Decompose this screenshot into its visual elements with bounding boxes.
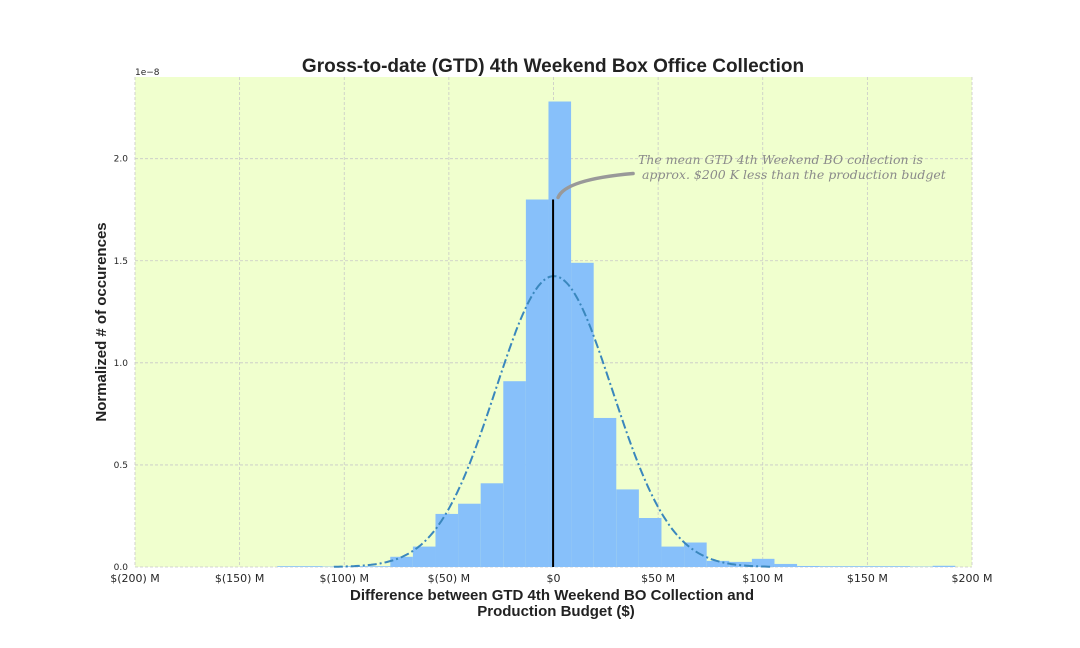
histogram-bar-24 [819, 566, 843, 567]
histogram-bar-29 [932, 565, 956, 567]
y-tick-label-4: 2.0 [114, 155, 129, 165]
histogram-bar-14 [593, 417, 617, 567]
histogram-bar-27 [887, 566, 911, 567]
y-tick-label-0: 0.0 [114, 563, 129, 573]
x-axis-ticks: $(200) M $(150) M $(100) M $(50) M $0 $50 M $1… [110, 572, 992, 585]
histogram-bar-1 [299, 566, 323, 567]
histogram-bars [277, 101, 956, 567]
x-tick-label-8: $200 M [952, 572, 993, 585]
x-tick-label-4: $0 [547, 572, 561, 585]
histogram-bar-18 [684, 542, 707, 567]
histogram-bar-15 [616, 489, 639, 567]
histogram-bar-22 [774, 563, 798, 567]
chart-title: Gross-to-date (GTD) 4th Weekend Box Offi… [302, 56, 804, 77]
x-axis-label-line-1: Difference between GTD 4th Weekend BO Co… [350, 587, 754, 604]
x-tick-label-1: $(150) M [215, 572, 265, 585]
y-tick-label-2: 1.0 [114, 359, 129, 369]
x-axis-label-line-2: Production Budget ($) [477, 603, 635, 620]
x-tick-label-3: $(50) M [428, 572, 471, 585]
histogram-bar-8 [458, 503, 481, 567]
x-tick-label-0: $(200) M [110, 572, 160, 585]
histogram-bar-6 [412, 546, 436, 567]
annotation-line-2: approx. $200 K less than the production … [638, 167, 947, 182]
histogram-bar-17 [661, 546, 685, 567]
histogram-bar-9 [480, 483, 504, 567]
histogram-bar-10 [503, 381, 526, 567]
histogram-bar-4 [367, 566, 391, 567]
histogram-bar-7 [435, 513, 459, 567]
histogram-bar-11 [525, 199, 549, 567]
histogram-bar-26 [864, 566, 888, 567]
histogram-bar-0 [277, 566, 300, 567]
y-offset-label: 1e−8 [135, 68, 160, 78]
histogram-bar-5 [390, 556, 413, 567]
x-tick-label-7: $150 M [847, 572, 888, 585]
annotation-line-1: The mean GTD 4th Weekend BO collection i… [638, 152, 923, 167]
histogram-bar-13 [571, 262, 594, 567]
y-axis-label: Normalized # of occurences [93, 222, 110, 421]
x-tick-label-2: $(100) M [319, 572, 369, 585]
x-tick-label-5: $50 M [641, 572, 675, 585]
annotation-arrow [556, 171, 635, 200]
histogram-bar-19 [706, 560, 730, 567]
y-tick-label-1: 0.5 [114, 461, 128, 471]
histogram-bar-25 [842, 566, 865, 567]
histogram-bar-16 [638, 518, 662, 567]
histogram-bar-12 [548, 101, 572, 567]
histogram-bar-23 [797, 565, 820, 567]
y-tick-label-3: 1.5 [114, 257, 128, 267]
x-tick-label-6: $100 M [742, 572, 783, 585]
histogram-bar-21 [751, 558, 775, 567]
y-axis-ticks: 0.0 0.5 1.0 1.5 2.0 [114, 155, 129, 573]
